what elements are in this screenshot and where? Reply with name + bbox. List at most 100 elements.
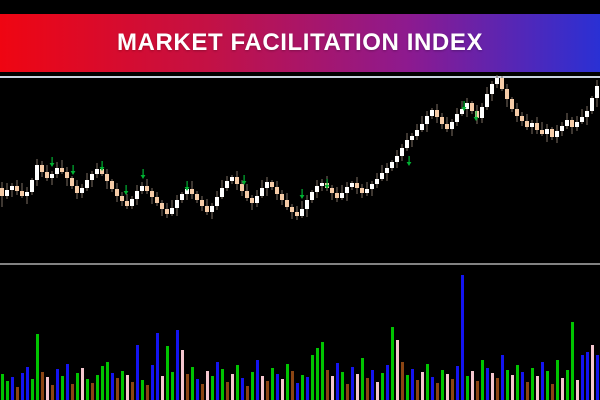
- candle-body: [100, 169, 104, 174]
- mfi-bar: [446, 374, 449, 400]
- mfi-bar: [121, 371, 124, 400]
- candle-body: [115, 189, 119, 196]
- mfi-bar: [561, 378, 564, 400]
- candle-body: [355, 183, 359, 188]
- candle-body: [475, 111, 479, 118]
- mfi-bar: [226, 382, 229, 400]
- candle-body: [310, 192, 314, 200]
- candle-body: [120, 196, 124, 201]
- candle-body: [40, 165, 44, 172]
- mfi-bar: [461, 275, 464, 400]
- mfi-bar: [66, 364, 69, 400]
- candle-body: [90, 174, 94, 180]
- candle-body: [595, 86, 599, 98]
- mfi-bar: [566, 370, 569, 400]
- mfi-bar: [506, 370, 509, 400]
- signal-arrow-head: [406, 162, 412, 166]
- signal-arrow-head: [299, 195, 305, 199]
- signal-arrow-head: [99, 167, 105, 171]
- mfi-bar: [436, 383, 439, 400]
- candle-body: [500, 78, 504, 89]
- candle-body: [330, 188, 334, 193]
- signal-arrow-head: [461, 107, 467, 111]
- candle-body: [260, 188, 264, 196]
- candle-wick: [581, 109, 583, 124]
- mfi-bar: [291, 371, 294, 400]
- mfi-bar: [111, 373, 114, 400]
- candle-body: [350, 183, 354, 187]
- candle-body: [140, 186, 144, 191]
- page-title: MARKET FACILITATION INDEX: [116, 29, 484, 56]
- candle-body: [470, 103, 474, 111]
- mfi-bar: [371, 370, 374, 400]
- candle-wick: [341, 185, 343, 200]
- candle-body: [335, 193, 339, 198]
- candle-body: [415, 130, 419, 136]
- candle-body: [195, 194, 199, 200]
- signal-arrow-shaft: [72, 165, 74, 172]
- mfi-bar: [91, 383, 94, 400]
- mfi-bar: [526, 382, 529, 400]
- mfi-bar: [431, 377, 434, 400]
- candle-body: [150, 191, 154, 197]
- candle-body: [485, 94, 489, 107]
- candle-body: [420, 124, 424, 130]
- mfi-bar: [301, 375, 304, 400]
- mfi-bar: [106, 362, 109, 400]
- mfi-bar: [281, 379, 284, 400]
- mfi-bar: [181, 350, 184, 400]
- candle-body: [290, 207, 294, 212]
- candle-body: [30, 180, 34, 192]
- candle-body: [5, 190, 9, 196]
- mfi-bar: [201, 384, 204, 400]
- signal-arrow-shaft: [475, 111, 477, 118]
- candle-body: [505, 89, 509, 99]
- candle-body: [285, 200, 289, 207]
- mfi-bar: [416, 380, 419, 400]
- mfi-bar: [41, 372, 44, 400]
- signal-arrow-head: [123, 191, 129, 195]
- candle-body: [170, 208, 174, 214]
- mfi-bar: [11, 377, 14, 400]
- candle-body: [370, 184, 374, 189]
- mfi-bar: [156, 333, 159, 400]
- mfi-bar: [451, 379, 454, 400]
- candle-body: [95, 169, 99, 174]
- mfi-bar: [381, 373, 384, 400]
- mfi-bar: [571, 322, 574, 400]
- candle-body: [240, 184, 244, 191]
- mfi-bar: [256, 360, 259, 400]
- signal-arrow-head: [140, 175, 146, 179]
- candle-body: [235, 177, 239, 184]
- candle-body: [540, 130, 544, 134]
- mfi-bar: [466, 376, 469, 400]
- mfi-bar: [136, 345, 139, 400]
- candle-body: [340, 193, 344, 198]
- candle-body: [460, 109, 464, 114]
- candle-body: [220, 188, 224, 197]
- signal-arrow-head: [70, 171, 76, 175]
- mfi-bar: [391, 327, 394, 400]
- signal-arrow-shaft: [125, 185, 127, 192]
- mfi-bar: [216, 362, 219, 400]
- candle-body: [465, 103, 469, 109]
- mfi-bar: [441, 370, 444, 400]
- mfi-bar: [356, 374, 359, 400]
- indicator-panel-divider: [0, 263, 600, 265]
- signal-arrow-head: [184, 187, 190, 191]
- mfi-bar: [516, 365, 519, 400]
- candle-body: [380, 173, 384, 179]
- signal-arrow-shaft: [326, 179, 328, 186]
- candle-body: [425, 116, 429, 124]
- candle-body: [515, 109, 519, 116]
- candle-body: [230, 177, 234, 181]
- candle-body: [25, 192, 29, 196]
- candle-body: [70, 178, 74, 186]
- signal-arrow-shaft: [101, 161, 103, 168]
- mfi-bar: [586, 352, 589, 400]
- candle-body: [455, 114, 459, 122]
- candle-body: [490, 84, 494, 94]
- candle-wick: [61, 160, 63, 174]
- candle-body: [65, 172, 69, 178]
